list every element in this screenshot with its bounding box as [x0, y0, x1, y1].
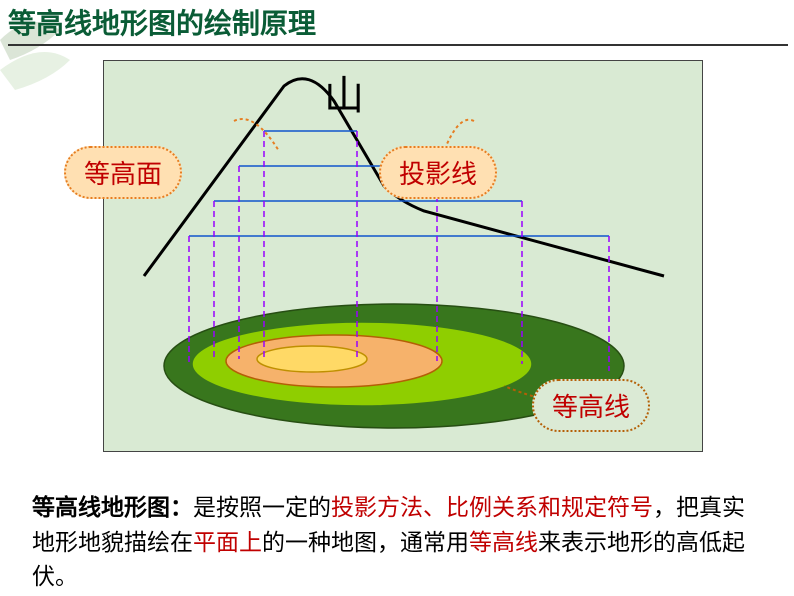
caption-p1: 是按照一定的: [193, 494, 331, 520]
callout-contour-line: 等高线: [532, 379, 650, 432]
diagram-frame: 山 等高面 投影线 等高线: [103, 60, 703, 452]
caption-p3: 的一种地图，通常用: [262, 529, 469, 555]
mountain-label: 山: [324, 63, 364, 121]
caption-lead: 等高线地形图：: [32, 494, 193, 520]
page-title: 等高线地形图的绘制原理: [8, 2, 788, 46]
callout-contour-surface: 等高面: [64, 146, 182, 199]
caption-text: 等高线地形图：是按照一定的投影方法、比例关系和规定符号，把真实地形地貌描绘在平面…: [32, 490, 762, 594]
caption-p3-red: 等高线: [469, 529, 538, 555]
caption-p1-red: 投影方法、比例关系和规定符号: [331, 494, 653, 520]
callout-projection-line: 投影线: [379, 146, 497, 199]
caption-p2-red: 平面上: [193, 529, 262, 555]
